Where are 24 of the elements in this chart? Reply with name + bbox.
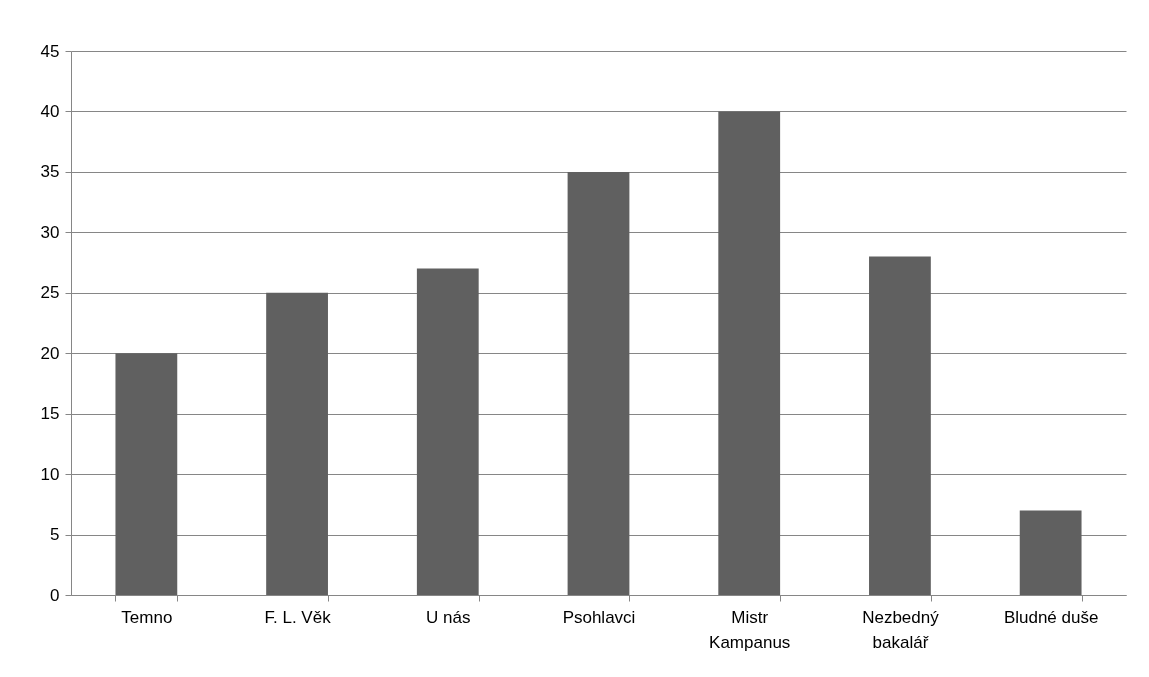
x-tick-label: Mistr Kampanus xyxy=(709,607,791,652)
y-tick-label: 30 xyxy=(40,222,60,242)
x-tick-label: Bludné duše xyxy=(1003,607,1099,627)
x-tick-label: Psohlavci xyxy=(562,607,636,627)
y-tick-label: 40 xyxy=(40,101,60,121)
y-tick-label: 0 xyxy=(50,585,60,605)
y-tick-label: 5 xyxy=(50,525,60,545)
x-tick-label: U nás xyxy=(426,607,471,627)
bar xyxy=(416,268,479,595)
y-tick-label: 45 xyxy=(40,41,60,61)
x-tick-label: Temno xyxy=(121,607,173,627)
x-tick-label: F. L. Věk xyxy=(264,607,332,627)
x-tick-label: Nezbedný bakalář xyxy=(862,607,940,652)
y-tick-label: 20 xyxy=(40,343,60,363)
bar xyxy=(869,256,931,595)
bar xyxy=(567,171,630,595)
bar xyxy=(1019,510,1082,595)
bar xyxy=(718,111,781,595)
bar xyxy=(115,353,178,595)
y-tick-label: 15 xyxy=(40,404,60,424)
y-tick-label: 35 xyxy=(40,162,60,182)
y-tick-label: 25 xyxy=(40,283,60,303)
y-tick-label: 10 xyxy=(40,464,60,484)
bar xyxy=(266,292,328,595)
